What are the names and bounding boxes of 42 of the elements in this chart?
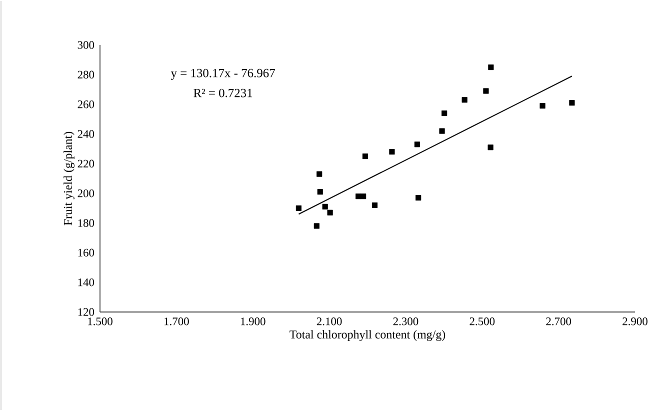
- point: [372, 202, 378, 208]
- point: [327, 210, 333, 216]
- x-tick-label: 2.700: [546, 318, 572, 326]
- point: [540, 103, 546, 109]
- annotation: y = 130.17x - 76.967: [170, 68, 275, 80]
- y-tick-label: 200: [78, 189, 94, 198]
- x-tick-label: 1.700: [164, 318, 189, 326]
- point: [442, 110, 448, 116]
- y-tick-label: 240: [78, 130, 94, 138]
- y-tick-label: 180: [78, 219, 94, 227]
- point: [322, 204, 328, 210]
- annotation: R² = 0.7231: [194, 88, 252, 98]
- point: [414, 142, 420, 148]
- y-tick-label: 280: [78, 70, 94, 79]
- point: [462, 97, 468, 103]
- x-tick-label: 2.100: [316, 318, 342, 326]
- point: [488, 64, 494, 70]
- point: [316, 171, 322, 177]
- x-tick-label: 1.500: [88, 318, 112, 326]
- point: [416, 194, 422, 201]
- y-axis-title: Fruit yield (g/plant): [64, 132, 74, 226]
- point: [439, 128, 445, 134]
- point: [360, 194, 366, 200]
- y-tick-label: 300: [78, 41, 94, 49]
- y-tick-label: 160: [78, 248, 94, 257]
- point: [296, 205, 302, 211]
- point: [483, 88, 489, 94]
- point: [488, 144, 494, 150]
- point: [362, 153, 368, 160]
- point: [389, 149, 395, 155]
- x-tick-label: 1.900: [240, 318, 266, 326]
- y-tick-label: 120: [78, 308, 94, 316]
- x-tick-label: 2.300: [393, 318, 418, 326]
- point: [317, 189, 323, 195]
- y-tick-label: 220: [78, 160, 94, 168]
- y-tick-label: 140: [78, 278, 94, 286]
- point: [569, 100, 575, 106]
- x-tick-label: 2.500: [470, 318, 495, 326]
- point: [314, 223, 320, 229]
- x-tick-label: 2.900: [622, 318, 648, 326]
- x-axis-title: Total chlorophyll content (mg/g): [290, 330, 446, 342]
- y-tick-label: 260: [78, 100, 94, 108]
